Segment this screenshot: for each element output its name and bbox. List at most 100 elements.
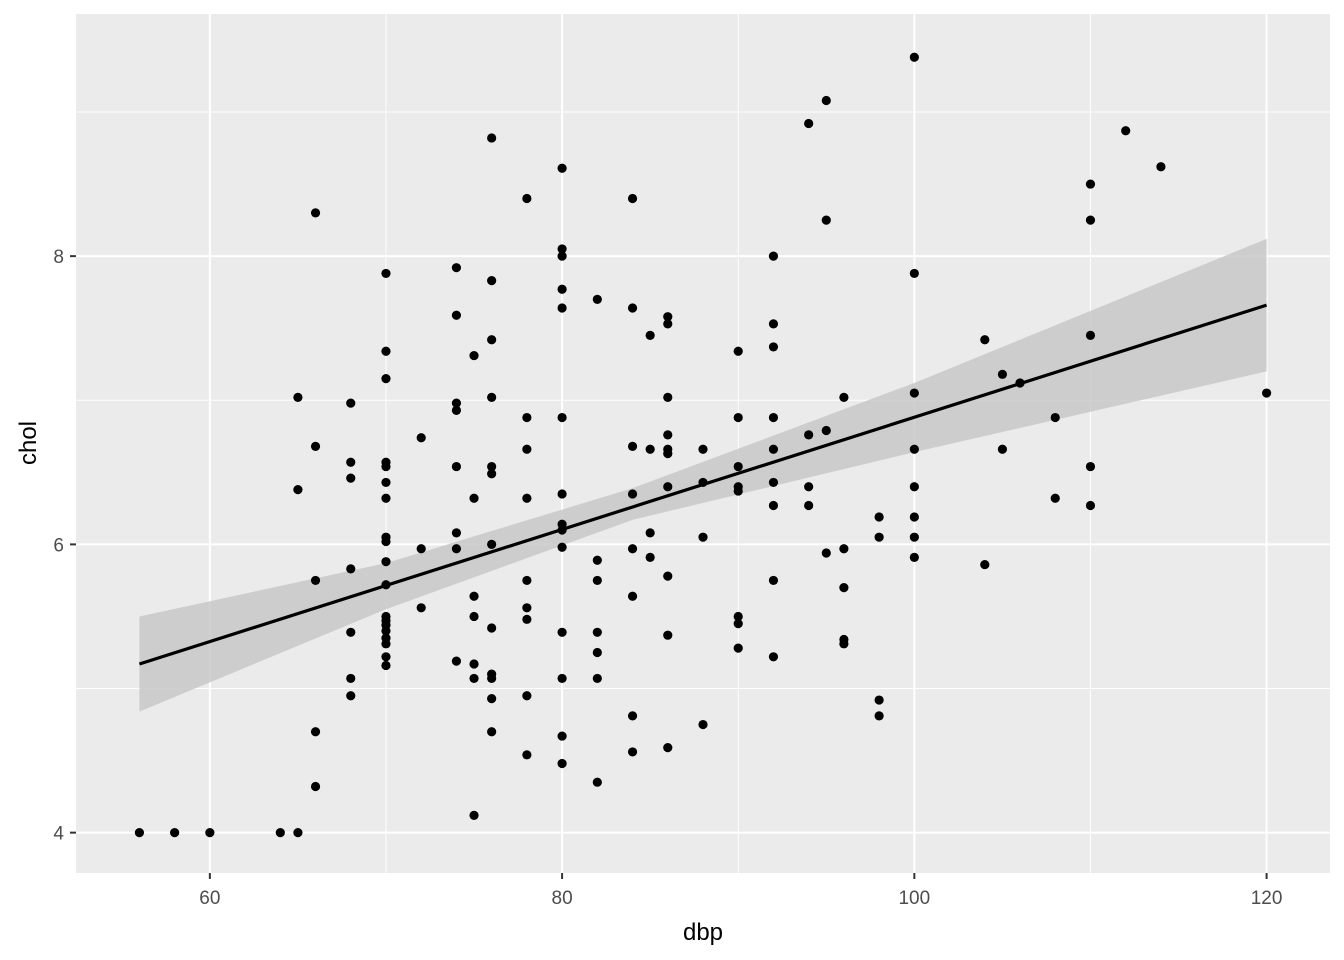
data-point xyxy=(381,268,391,279)
data-point xyxy=(627,747,638,757)
data-point xyxy=(627,591,638,601)
data-point xyxy=(487,623,497,633)
data-point xyxy=(557,489,567,499)
data-point xyxy=(469,493,479,503)
data-point xyxy=(416,544,426,554)
data-point xyxy=(627,489,638,499)
data-point xyxy=(310,781,321,792)
data-point xyxy=(487,469,497,479)
data-point xyxy=(1050,493,1060,503)
data-point xyxy=(381,461,391,472)
data-point xyxy=(592,575,602,586)
data-point xyxy=(346,398,356,408)
x-tick-label: 120 xyxy=(1251,888,1283,909)
data-point xyxy=(627,441,638,451)
y-tick-label: 4 xyxy=(53,824,64,845)
data-point xyxy=(522,603,532,613)
data-point xyxy=(663,392,673,402)
data-point xyxy=(768,342,779,352)
data-point xyxy=(768,444,779,454)
data-point xyxy=(381,660,391,671)
data-point xyxy=(592,777,602,787)
data-point xyxy=(522,750,532,760)
data-point xyxy=(592,627,602,637)
data-point xyxy=(487,276,497,286)
data-point xyxy=(487,694,497,704)
data-point xyxy=(874,532,884,542)
data-point xyxy=(1121,126,1131,136)
data-point xyxy=(909,552,919,562)
y-tick-labels: 4 6 8 xyxy=(53,247,64,845)
data-point xyxy=(768,652,779,662)
x-tick-label: 100 xyxy=(898,888,930,909)
data-point xyxy=(627,303,638,313)
data-point xyxy=(663,630,673,640)
data-point xyxy=(839,583,849,593)
data-point xyxy=(451,405,462,415)
data-point xyxy=(451,528,462,538)
data-point xyxy=(874,711,884,721)
data-point xyxy=(839,544,849,554)
axis-ticks xyxy=(70,255,1268,879)
data-point xyxy=(1085,215,1096,225)
data-point xyxy=(557,412,567,423)
data-point xyxy=(346,457,356,467)
data-point xyxy=(839,392,849,402)
data-point xyxy=(592,555,602,565)
data-point xyxy=(733,611,743,622)
y-tick-label: 8 xyxy=(53,247,64,268)
data-point xyxy=(346,473,356,483)
data-point xyxy=(663,430,673,440)
data-point xyxy=(469,810,479,820)
data-point xyxy=(346,673,356,684)
data-point xyxy=(1156,162,1166,172)
data-point xyxy=(909,512,919,522)
data-point xyxy=(487,673,497,684)
data-point xyxy=(487,133,497,143)
data-points xyxy=(134,52,1272,838)
data-point xyxy=(663,319,673,329)
data-point xyxy=(698,719,708,730)
regression-line xyxy=(138,303,1268,666)
data-point xyxy=(381,374,391,384)
data-point xyxy=(522,412,532,423)
data-point xyxy=(381,557,391,567)
data-point xyxy=(557,303,567,313)
data-point xyxy=(804,430,814,440)
data-point xyxy=(487,392,497,402)
data-point xyxy=(451,461,462,472)
x-tick-label: 80 xyxy=(552,888,573,909)
data-point xyxy=(416,603,426,613)
data-point xyxy=(381,639,391,649)
data-point xyxy=(487,335,497,345)
data-point xyxy=(416,433,426,443)
data-point xyxy=(487,461,497,472)
data-point xyxy=(768,319,779,329)
data-point xyxy=(522,493,532,503)
data-point xyxy=(909,444,919,454)
data-point xyxy=(698,532,708,542)
data-point xyxy=(663,312,673,322)
data-point xyxy=(874,695,884,705)
data-point xyxy=(451,263,462,273)
data-point xyxy=(134,828,145,838)
data-point xyxy=(997,369,1008,379)
data-point xyxy=(909,52,919,62)
data-point xyxy=(645,330,655,341)
data-point xyxy=(733,619,743,629)
data-point xyxy=(821,95,831,106)
data-point xyxy=(909,482,919,492)
data-point xyxy=(469,659,479,669)
data-point xyxy=(346,691,356,701)
y-tick-label: 6 xyxy=(53,535,64,556)
data-point xyxy=(980,335,990,345)
data-point xyxy=(381,652,391,662)
data-point xyxy=(557,627,567,637)
data-point xyxy=(310,575,321,586)
data-point xyxy=(310,727,321,737)
data-point xyxy=(557,284,567,294)
data-point xyxy=(522,691,532,701)
data-point xyxy=(768,412,779,423)
data-point xyxy=(522,614,532,624)
